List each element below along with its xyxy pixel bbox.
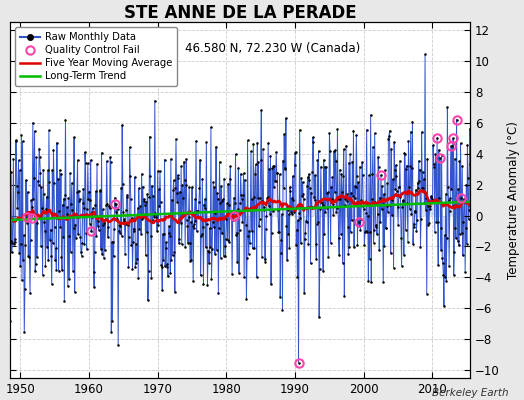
Title: STE ANNE DE LA PERADE: STE ANNE DE LA PERADE [124,4,356,22]
Text: 46.580 N, 72.230 W (Canada): 46.580 N, 72.230 W (Canada) [185,42,360,55]
Legend: Raw Monthly Data, Quality Control Fail, Five Year Moving Average, Long-Term Tren: Raw Monthly Data, Quality Control Fail, … [15,27,177,86]
Y-axis label: Temperature Anomaly (°C): Temperature Anomaly (°C) [507,121,520,279]
Text: Berkeley Earth: Berkeley Earth [432,388,508,398]
